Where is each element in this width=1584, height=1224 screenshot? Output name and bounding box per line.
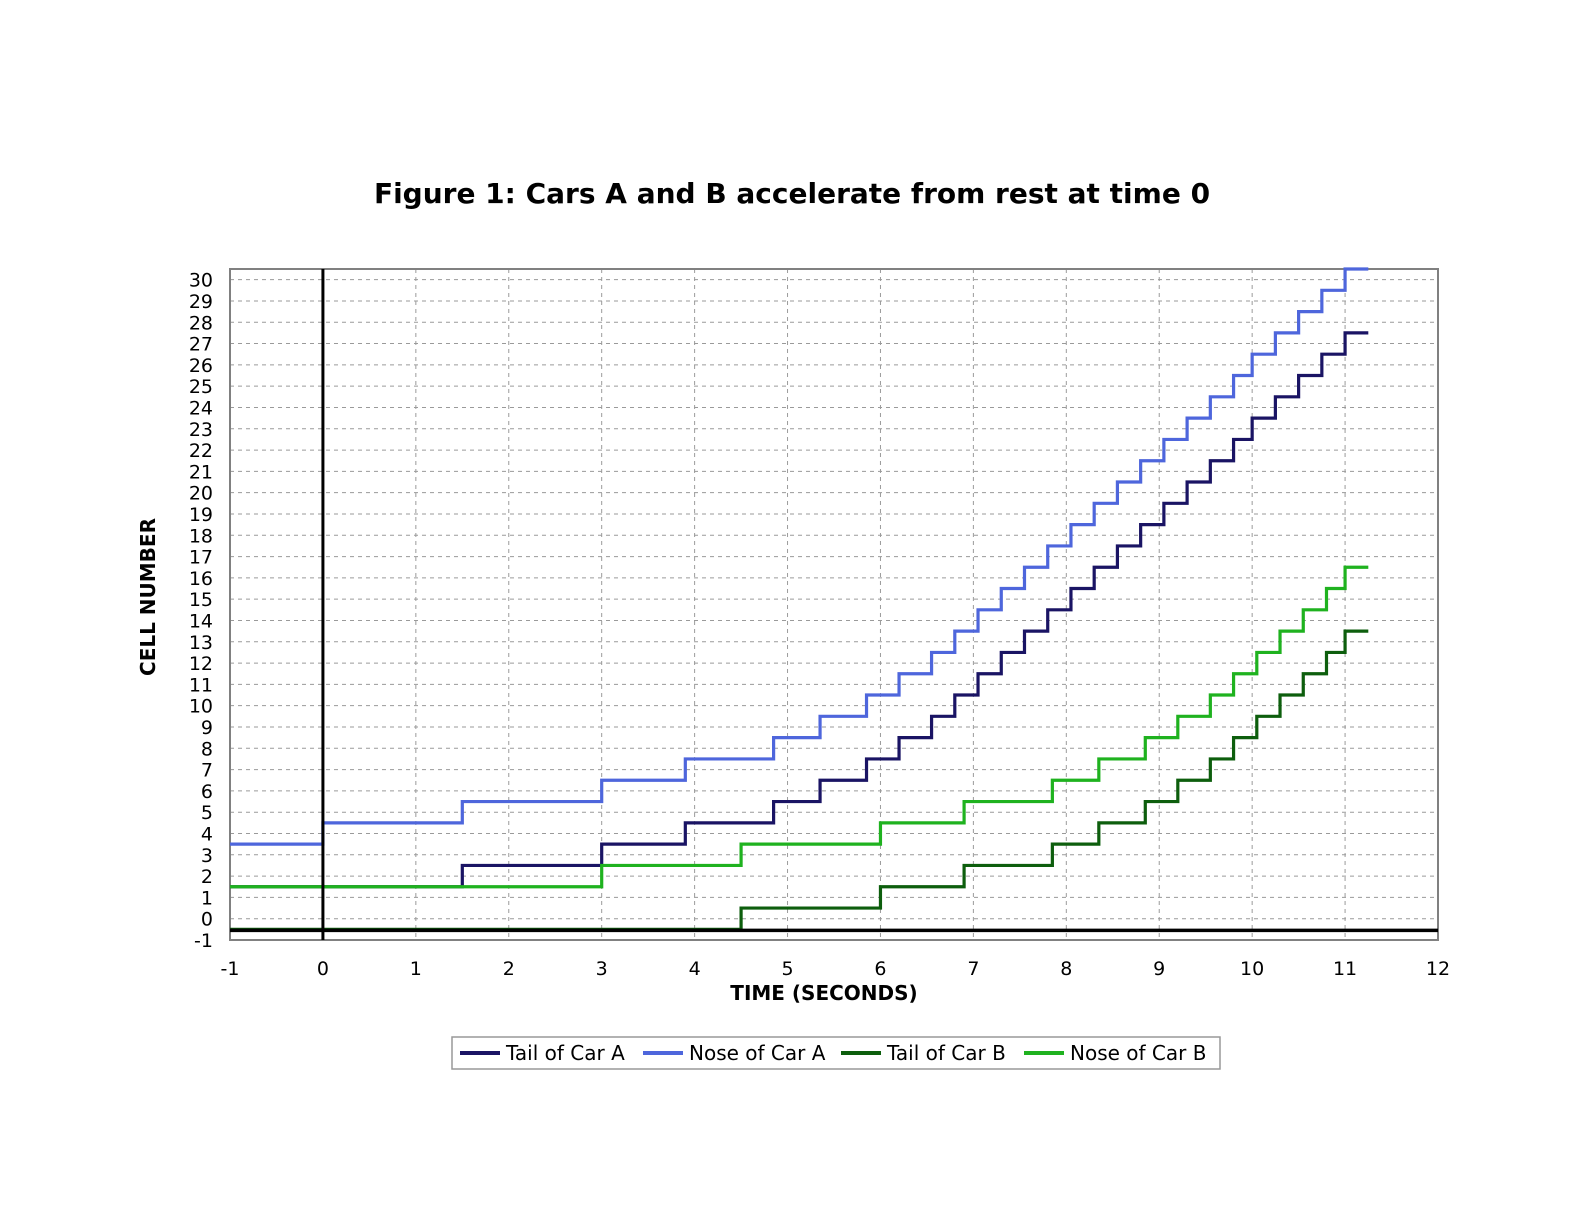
grid <box>230 269 1438 940</box>
y-tick-label: 24 <box>189 397 213 419</box>
series-line-3 <box>230 629 1369 931</box>
x-tick-label: 10 <box>1240 958 1264 980</box>
y-tick-label: 9 <box>201 717 213 739</box>
axes <box>229 268 1439 941</box>
legend-label-2: Nose of Car A <box>689 1041 826 1065</box>
x-tick-label: 1 <box>410 958 422 980</box>
y-tick-label: 13 <box>189 632 213 654</box>
legend-box <box>451 1036 1221 1070</box>
y-tick-label: 7 <box>201 760 213 782</box>
y-tick-label: 20 <box>189 483 213 505</box>
y-tick-label: 6 <box>201 781 213 803</box>
series-line-2 <box>230 267 1369 846</box>
x-tick-label: 5 <box>781 958 793 980</box>
y-tick-labels: -101234567891011121314151617181920212223… <box>189 270 213 952</box>
x-tick-label: 12 <box>1426 958 1450 980</box>
chart-title: Figure 1: Cars A and B accelerate from r… <box>374 177 1210 210</box>
y-tick-label: 12 <box>189 653 213 675</box>
x-tick-labels: -1 0 1 2 3 4 5 6 7 8 9 10 11 12 <box>221 958 1451 980</box>
x-tick-label: 7 <box>967 958 979 980</box>
y-tick-label: 4 <box>201 823 213 845</box>
x-tick-label: 9 <box>1153 958 1165 980</box>
y-tick-label: 17 <box>189 547 213 569</box>
legend-label-4: Nose of Car B <box>1070 1041 1206 1065</box>
y-tick-label: 8 <box>201 738 213 760</box>
series-line-1 <box>230 331 1369 889</box>
series-layer <box>230 267 1438 940</box>
y-tick-label: 10 <box>189 696 213 718</box>
x-tick-label: 2 <box>503 958 515 980</box>
x-tick-label: 8 <box>1060 958 1072 980</box>
legend: Tail of Car A Nose of Car A Tail of Car B N… <box>451 1036 1221 1070</box>
series-line-4 <box>230 565 1369 889</box>
y-tick-label: 18 <box>189 525 213 547</box>
y-tick-label: 5 <box>201 802 213 824</box>
y-tick-label: 23 <box>189 419 213 441</box>
x-tick-label: 6 <box>874 958 886 980</box>
plot-frame <box>229 268 1439 941</box>
y-tick-label: 27 <box>189 334 213 356</box>
legend-label-1: Tail of Car A <box>505 1041 625 1065</box>
y-tick-label: 2 <box>201 866 213 888</box>
x-tick-label: 11 <box>1333 958 1357 980</box>
y-tick-label: 25 <box>189 376 213 398</box>
y-tick-label: 19 <box>189 504 213 526</box>
y-tick-label: 0 <box>201 909 213 931</box>
y-tick-label: 14 <box>189 610 213 632</box>
x-tick-label: 4 <box>689 958 701 980</box>
y-tick-label: 3 <box>201 845 213 867</box>
y-tick-label: 21 <box>189 461 213 483</box>
y-tick-label: 26 <box>189 355 213 377</box>
y-tick-label: 1 <box>201 887 213 909</box>
legend-label-3: Tail of Car B <box>886 1041 1006 1065</box>
y-tick-label: 29 <box>189 291 213 313</box>
y-tick-label: 16 <box>189 568 213 590</box>
x-tick-label: 3 <box>596 958 608 980</box>
y-tick-label: 28 <box>189 312 213 334</box>
x-tick-label: -1 <box>221 958 240 980</box>
y-tick-label: -1 <box>194 930 213 952</box>
y-tick-label: 15 <box>189 589 213 611</box>
x-axis-title: TIME (SECONDS) <box>730 981 917 1005</box>
y-tick-label: 11 <box>189 674 213 696</box>
y-tick-label: 30 <box>189 270 213 292</box>
y-axis-title: CELL NUMBER <box>136 518 160 676</box>
plot-background <box>230 269 1438 940</box>
y-tick-label: 22 <box>189 440 213 462</box>
plot-area <box>230 269 1438 940</box>
x-tick-label: 0 <box>317 958 329 980</box>
